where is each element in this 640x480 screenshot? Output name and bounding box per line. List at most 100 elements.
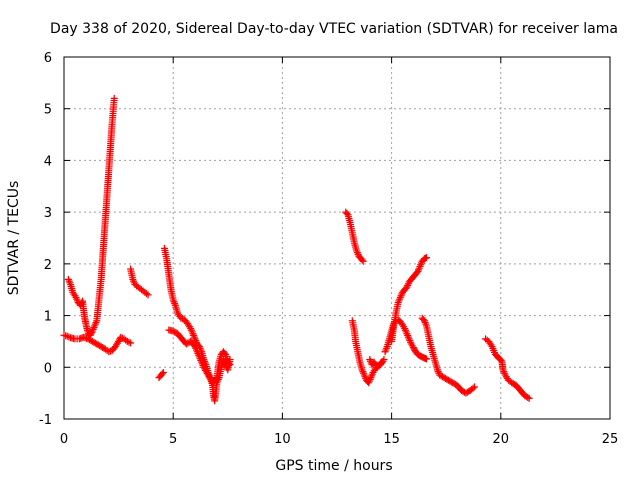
data-point (404, 333, 412, 341)
data-point (365, 377, 373, 385)
data-point (500, 368, 508, 376)
y-tick-label: 1 (44, 310, 52, 325)
data-point (403, 283, 411, 291)
data-point (368, 372, 376, 380)
chart-title: Day 338 of 2020, Sidereal Day-to-day VTE… (50, 21, 618, 37)
data-point (404, 281, 412, 289)
data-point (65, 333, 73, 341)
data-point (423, 254, 431, 262)
data-point (359, 368, 367, 376)
series-segment (60, 331, 135, 356)
data-point (226, 361, 234, 369)
data-point (195, 353, 203, 361)
x-axis-label: GPS time / hours (275, 458, 392, 474)
data-point (420, 317, 428, 325)
data-point (395, 297, 403, 305)
x-tick-label: 25 (602, 432, 619, 447)
data-point (198, 360, 206, 368)
y-axis-label: SDTVAR / TECUs (6, 181, 22, 296)
data-point (366, 375, 374, 383)
data-point (396, 295, 404, 303)
y-tick-labels: -1 0 1 2 3 4 5 6 (39, 51, 52, 428)
data-point (401, 325, 409, 332)
data-point (403, 330, 411, 338)
data-series (60, 94, 533, 405)
data-point (360, 371, 368, 379)
data-point (130, 277, 138, 285)
data-point (199, 362, 207, 370)
data-point (66, 279, 74, 287)
x-tick-label: 15 (383, 432, 400, 447)
grid (64, 57, 610, 419)
x-tick-labels: 0 5 10 15 20 25 (60, 432, 618, 447)
axis-ticks (63, 56, 611, 420)
data-point (343, 209, 351, 217)
data-point (127, 339, 135, 347)
y-tick-label: -1 (39, 413, 52, 428)
data-point (353, 247, 361, 255)
data-point (380, 356, 388, 364)
data-point (73, 295, 81, 303)
data-point (188, 328, 196, 336)
x-tick-label: 0 (60, 432, 68, 447)
data-point (434, 368, 442, 376)
series-segment (342, 208, 367, 265)
data-point (421, 318, 429, 326)
data-point (196, 355, 204, 363)
data-point (360, 369, 368, 377)
data-point (110, 94, 118, 102)
series-segment (160, 244, 234, 405)
data-point (358, 366, 366, 374)
y-tick-label: 0 (44, 361, 52, 376)
data-point (396, 293, 404, 301)
x-tick-label: 10 (274, 432, 291, 447)
data-point (88, 327, 96, 335)
data-point (191, 335, 199, 343)
data-point (406, 337, 414, 345)
x-tick-label: 20 (493, 432, 510, 447)
data-point (190, 333, 198, 341)
data-point (402, 328, 410, 336)
data-point (189, 330, 197, 338)
data-point (415, 264, 423, 272)
data-point (361, 373, 369, 381)
data-point (193, 348, 201, 356)
data-point (383, 344, 391, 352)
data-point (415, 266, 423, 274)
x-tick-label: 5 (169, 432, 177, 447)
data-point (63, 332, 71, 340)
data-point (129, 275, 137, 283)
data-point (358, 256, 366, 264)
y-tick-label: 3 (44, 206, 52, 221)
data-point (433, 366, 441, 374)
data-point (397, 292, 405, 300)
data-point (367, 374, 375, 382)
data-point (159, 368, 167, 376)
data-point (404, 331, 412, 339)
y-tick-label: 2 (44, 258, 52, 273)
data-point (170, 298, 178, 306)
data-point (92, 318, 100, 326)
data-point (359, 257, 367, 265)
data-point (225, 359, 233, 367)
data-point (91, 322, 99, 330)
series-segment (366, 356, 388, 371)
data-point (192, 346, 200, 354)
data-point (416, 262, 424, 270)
data-point (194, 349, 202, 357)
data-point (171, 300, 179, 308)
y-tick-label: 4 (44, 154, 52, 169)
data-point (401, 326, 409, 334)
data-point (212, 375, 220, 383)
series-segment (482, 335, 533, 402)
data-point (423, 355, 431, 363)
data-point (158, 370, 166, 378)
data-point (91, 320, 99, 328)
data-point (198, 358, 206, 366)
data-point (407, 338, 415, 346)
series-segment (155, 368, 167, 382)
data-point (394, 299, 402, 307)
series-segment (127, 265, 152, 299)
data-point (382, 346, 390, 354)
data-point (187, 326, 195, 334)
